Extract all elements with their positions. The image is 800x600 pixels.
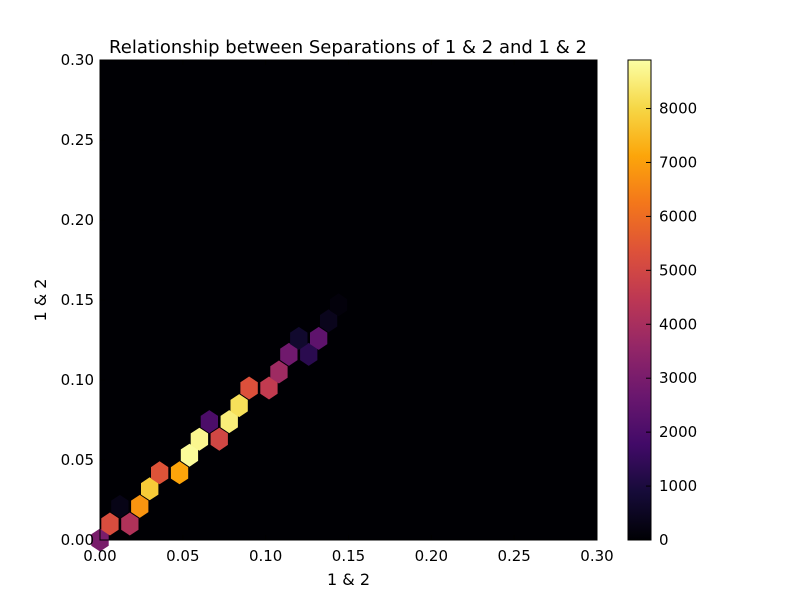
x-tick-label: 0.25 [497,547,530,565]
hex-cell [290,326,308,350]
y-axis-label: 1 & 2 [31,278,50,321]
colorbar-tick-label: 4000 [659,315,697,333]
hex-cell [200,410,218,434]
hex-cell [260,376,278,400]
hex-cell [270,360,288,384]
x-tick-label: 0.30 [580,547,613,565]
hex-cell [240,376,258,400]
x-tick-label: 0.10 [249,547,282,565]
x-tick-label: 0.05 [166,547,199,565]
hex-cell [210,427,228,451]
colorbar-tick-label: 1000 [659,477,697,495]
hex-cell [180,443,199,467]
colorbar-tick-label: 7000 [659,153,697,171]
colorbar-tick-label: 6000 [659,207,697,225]
y-tick-label: 0.00 [61,531,94,549]
hex-cell [230,394,248,418]
hex-cell [170,461,189,485]
hex-cell [320,309,338,333]
y-tick-label: 0.15 [61,291,94,309]
hex-cell [111,494,129,518]
y-tick-label: 0.05 [61,451,94,469]
colorbar-ticks: 0 1000 2000 3000 4000 5000 6000 7000 8000 [646,100,697,549]
hex-cell [300,342,318,366]
hex-cell [131,494,149,518]
y-tick-label: 0.30 [61,51,94,69]
hex-cell [329,293,348,317]
x-axis-label: 1 & 2 [327,570,370,589]
y-tick-label: 0.20 [61,211,94,229]
x-tick-label: 0.20 [415,547,448,565]
hex-cell [141,477,159,501]
x-axis-ticks: 0.00 0.05 0.10 0.15 0.20 0.25 0.30 [83,60,614,565]
hex-cell [121,512,139,536]
chart-title: Relationship between Separations of 1 & … [109,37,587,58]
y-axis-ticks: 0.00 0.05 0.10 0.15 0.20 0.25 0.30 [61,51,597,549]
colorbar-tick-label: 2000 [659,423,697,441]
hex-cell [190,427,209,451]
x-tick-label: 0.00 [83,547,116,565]
colorbar-tick-label: 0 [659,531,669,549]
hex-cell [101,512,119,536]
hex-cell [151,461,169,485]
hexbin-cells [91,293,348,552]
x-tick-label: 0.15 [332,547,365,565]
y-tick-label: 0.25 [61,131,94,149]
colorbar [627,59,652,541]
hex-cell [310,326,328,350]
colorbar-tick-label: 3000 [659,369,697,387]
hex-cell [220,410,238,434]
hex-cell [280,342,298,366]
colorbar-tick-label: 5000 [659,261,697,279]
y-tick-label: 0.10 [61,371,94,389]
colorbar-tick-label: 8000 [659,100,697,118]
